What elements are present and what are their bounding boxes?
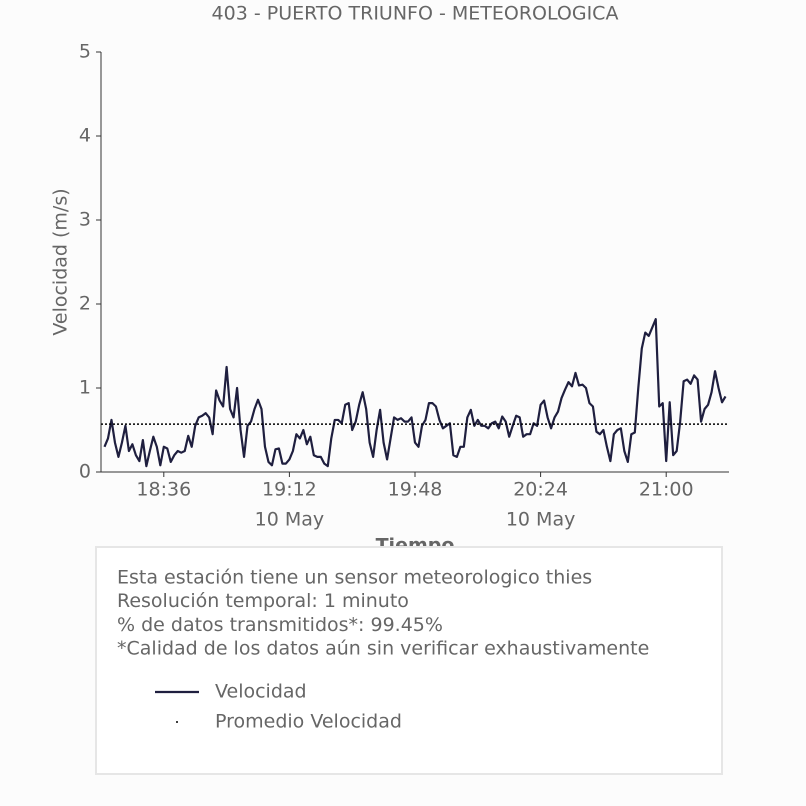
info-text: *Calidad de los datos aún sin verificar … (117, 638, 649, 660)
y-tick-label: 4 (79, 125, 91, 147)
line-series (103, 318, 727, 468)
legend-label: Promedio Velocidad (215, 711, 402, 733)
x-tick-label: 18:36 (136, 479, 191, 501)
info-text: % de datos transmitidos*: 99.45% (117, 614, 443, 636)
y-tick-label: 2 (79, 293, 91, 315)
y-axis-label: Velocidad (m/s) (50, 188, 72, 335)
y-tick-label: 3 (79, 209, 91, 231)
x-tick-sublabel: 10 May (255, 509, 325, 531)
y-tick-label: 0 (79, 461, 91, 483)
info-text: Resolución temporal: 1 minuto (117, 590, 409, 612)
y-tick-label: 5 (79, 41, 91, 63)
info-box (95, 546, 723, 775)
x-tick-sublabel: 10 May (506, 509, 576, 531)
legend-dot (176, 721, 178, 723)
legend-label: Velocidad (215, 681, 307, 703)
y-tick-label: 1 (79, 377, 91, 399)
x-tick-label: 19:48 (388, 479, 443, 501)
info-text: Esta estación tiene un sensor meteorolog… (117, 567, 592, 589)
x-tick-label: 21:00 (639, 479, 694, 501)
x-tick-label: 20:24 (513, 479, 568, 501)
x-tick-label: 19:12 (262, 479, 317, 501)
chart-title: 403 - PUERTO TRIUNFO - METEOROLOGICA (212, 3, 619, 25)
